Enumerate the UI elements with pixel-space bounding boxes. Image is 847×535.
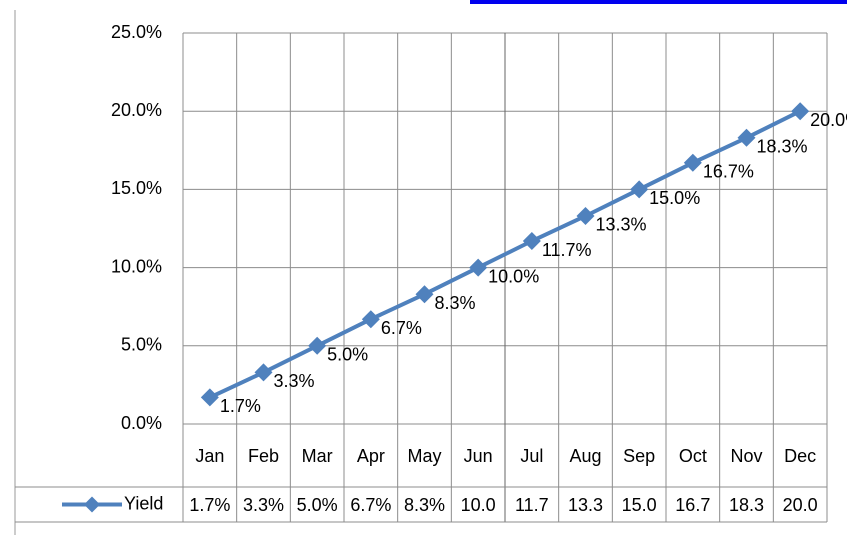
data-point <box>254 363 273 382</box>
x-tick-label: Mar <box>301 445 333 466</box>
table-cell: 20.0 <box>782 494 818 515</box>
data-point <box>683 153 702 172</box>
data-label: 15.0% <box>649 188 700 208</box>
table-cell: 11.7 <box>514 494 549 515</box>
data-point <box>308 336 327 355</box>
data-label: 20.0% <box>810 110 847 130</box>
data-label: 13.3% <box>596 215 647 235</box>
link-fragment <box>470 0 847 4</box>
table-cell: 5.0% <box>296 494 338 515</box>
x-tick-label: Feb <box>247 445 279 466</box>
data-label: 1.7% <box>220 396 261 416</box>
table-cell: 3.3% <box>242 494 284 515</box>
data-label: 16.7% <box>703 162 754 182</box>
legend-label: Yield <box>124 493 163 513</box>
table-cell: 15.0 <box>621 494 657 515</box>
y-tick-label: 10.0% <box>111 256 162 276</box>
x-tick-label: Jun <box>463 445 493 466</box>
data-label: 6.7% <box>381 318 422 338</box>
x-tick-label: Apr <box>356 445 385 466</box>
y-tick-label: 20.0% <box>111 100 162 120</box>
data-line <box>208 109 802 400</box>
data-point <box>200 388 219 407</box>
table-cell: 1.7% <box>189 494 231 515</box>
data-point <box>737 128 756 147</box>
x-tick-label: Aug <box>569 445 602 466</box>
x-tick-label: Sep <box>623 445 656 466</box>
x-tick-label: May <box>407 445 442 466</box>
table-cell: 10.0 <box>460 494 496 515</box>
legend-marker <box>84 496 100 513</box>
data-point <box>630 180 649 199</box>
x-tick-label: Jul <box>520 445 544 466</box>
data-point <box>361 310 380 329</box>
table-cell: 18.3 <box>728 494 764 515</box>
x-tick-label: Dec <box>784 445 817 466</box>
data-label: 18.3% <box>757 137 808 157</box>
data-label: 10.0% <box>488 266 539 286</box>
table-cell: 16.7 <box>675 494 711 515</box>
table-cell: 13.3 <box>567 494 603 515</box>
data-label: 3.3% <box>274 371 315 391</box>
x-tick-label: Jan <box>195 445 225 466</box>
data-point <box>576 206 595 225</box>
y-tick-label: 0.0% <box>121 413 162 433</box>
data-label: 11.7% <box>542 240 592 260</box>
table-cell: 8.3% <box>403 494 445 515</box>
x-tick-label: Oct <box>678 445 707 466</box>
data-point <box>791 102 810 121</box>
y-tick-label: 25.0% <box>111 22 162 42</box>
data-point <box>469 258 488 277</box>
y-tick-label: 5.0% <box>121 335 162 355</box>
x-tick-label: Nov <box>730 445 763 466</box>
data-label: 5.0% <box>327 345 368 365</box>
table-cell: 6.7% <box>350 494 392 515</box>
data-point <box>522 232 541 251</box>
data-label: 8.3% <box>435 293 476 313</box>
y-tick-label: 15.0% <box>111 178 162 198</box>
data-point <box>415 285 434 304</box>
